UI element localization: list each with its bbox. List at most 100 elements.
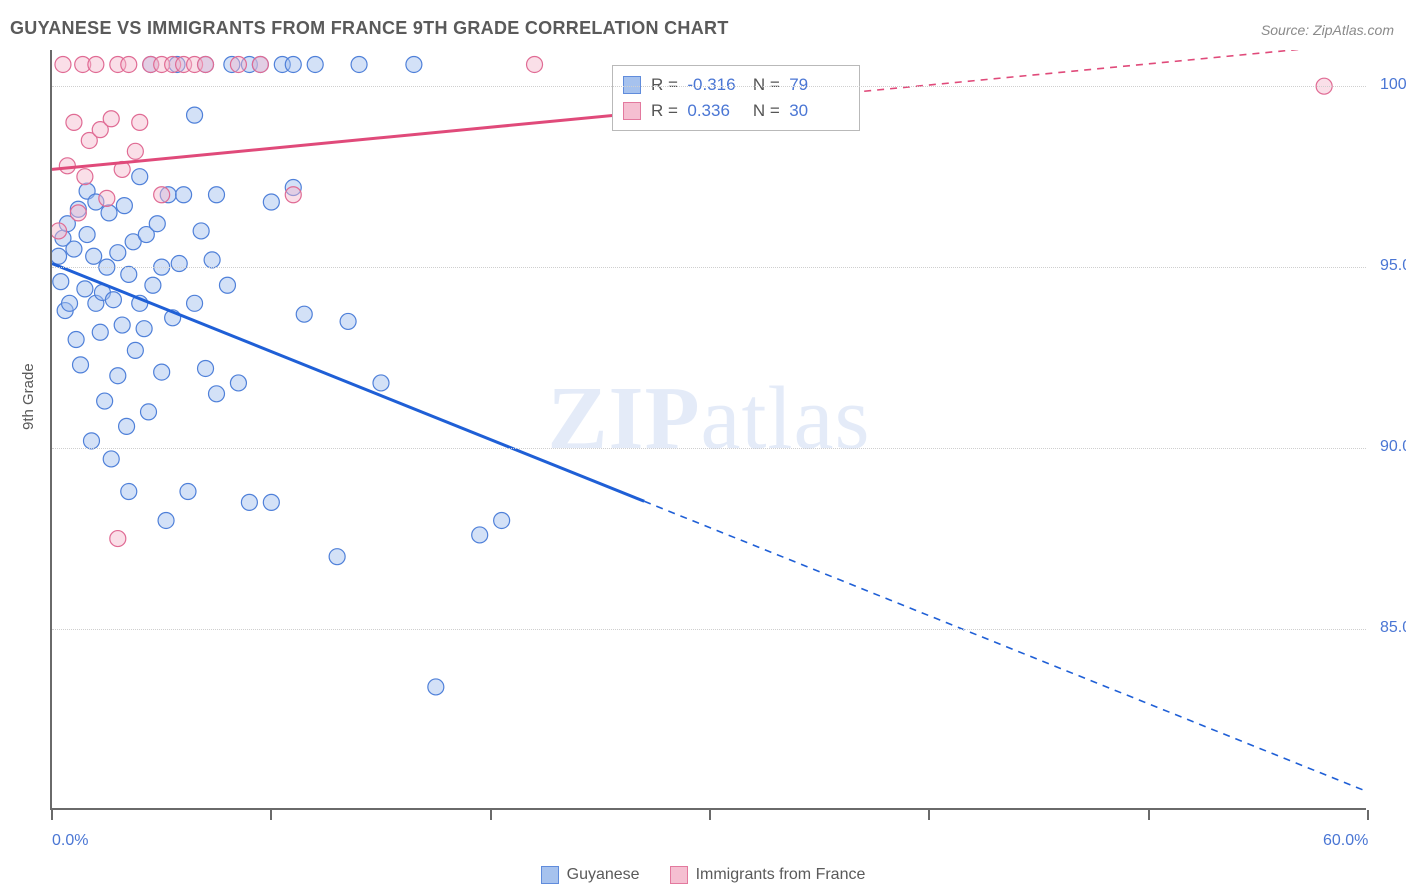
data-point	[373, 375, 389, 391]
data-point	[110, 368, 126, 384]
data-point	[141, 404, 157, 420]
data-point	[187, 107, 203, 123]
data-point	[79, 227, 95, 243]
trend-line-solid	[52, 264, 644, 502]
data-point	[101, 205, 117, 221]
x-tick-mark	[1367, 810, 1369, 820]
legend-swatch	[541, 866, 559, 884]
gridline-h	[52, 629, 1366, 630]
data-point	[83, 433, 99, 449]
series-swatch	[623, 102, 641, 120]
data-point	[59, 158, 75, 174]
data-point	[66, 114, 82, 130]
data-point	[110, 245, 126, 261]
data-point	[154, 187, 170, 203]
data-point	[103, 451, 119, 467]
data-point	[180, 484, 196, 500]
data-point	[230, 375, 246, 391]
data-point	[472, 527, 488, 543]
data-point	[494, 512, 510, 528]
y-tick-label: 95.0%	[1380, 257, 1406, 275]
y-axis-label: 9th Grade	[20, 363, 37, 430]
data-point	[97, 393, 113, 409]
gridline-h	[52, 448, 1366, 449]
data-point	[119, 418, 135, 434]
data-point	[158, 512, 174, 528]
legend-label: Guyanese	[567, 866, 640, 884]
plot-area: ZIPatlas R = -0.316 N = 79R = 0.336 N = …	[50, 50, 1366, 810]
data-point	[103, 111, 119, 127]
x-tick-mark	[1148, 810, 1150, 820]
data-point	[121, 266, 137, 282]
y-tick-label: 85.0%	[1380, 619, 1406, 637]
data-point	[406, 56, 422, 72]
data-point	[116, 198, 132, 214]
source-attribution: Source: ZipAtlas.com	[1261, 22, 1394, 38]
data-point	[86, 248, 102, 264]
data-point	[110, 531, 126, 547]
data-point	[99, 190, 115, 206]
data-point	[121, 56, 137, 72]
stats-row: R = 0.336 N = 30	[623, 98, 845, 124]
data-point	[171, 256, 187, 272]
y-tick-label: 90.0%	[1380, 438, 1406, 456]
data-point	[73, 357, 89, 373]
x-tick-label: 0.0%	[52, 832, 88, 850]
data-point	[68, 332, 84, 348]
data-point	[204, 252, 220, 268]
data-point	[53, 274, 69, 290]
data-point	[198, 360, 214, 376]
data-point	[296, 306, 312, 322]
data-point	[136, 321, 152, 337]
data-point	[121, 484, 137, 500]
data-point	[307, 56, 323, 72]
data-point	[70, 205, 86, 221]
legend: Guyanese Immigrants from France	[0, 866, 1406, 884]
data-point	[209, 386, 225, 402]
data-point	[127, 342, 143, 358]
data-point	[127, 143, 143, 159]
gridline-h	[52, 267, 1366, 268]
data-point	[209, 187, 225, 203]
x-tick-mark	[51, 810, 53, 820]
chart-svg	[52, 50, 1366, 808]
chart-title: GUYANESE VS IMMIGRANTS FROM FRANCE 9TH G…	[10, 18, 729, 39]
x-tick-mark	[928, 810, 930, 820]
data-point	[252, 56, 268, 72]
x-tick-mark	[270, 810, 272, 820]
data-point	[149, 216, 165, 232]
data-point	[55, 56, 71, 72]
y-tick-label: 100.0%	[1380, 76, 1406, 94]
data-point	[193, 223, 209, 239]
data-point	[52, 248, 67, 264]
stats-row: R = -0.316 N = 79	[623, 72, 845, 98]
data-point	[527, 56, 543, 72]
data-point	[340, 313, 356, 329]
data-point	[263, 494, 279, 510]
data-point	[176, 187, 192, 203]
data-point	[329, 549, 345, 565]
data-point	[263, 194, 279, 210]
data-point	[114, 317, 130, 333]
data-point	[66, 241, 82, 257]
data-point	[428, 679, 444, 695]
legend-item: Immigrants from France	[670, 866, 866, 884]
x-tick-label: 60.0%	[1323, 832, 1368, 850]
data-point	[198, 56, 214, 72]
data-point	[77, 169, 93, 185]
data-point	[187, 295, 203, 311]
data-point	[105, 292, 121, 308]
data-point	[92, 324, 108, 340]
data-point	[145, 277, 161, 293]
data-point	[219, 277, 235, 293]
x-tick-mark	[490, 810, 492, 820]
trend-line-dashed	[644, 501, 1366, 792]
stats-text: R = 0.336 N = 30	[651, 101, 845, 121]
data-point	[154, 364, 170, 380]
data-point	[132, 114, 148, 130]
gridline-h	[52, 86, 1366, 87]
x-tick-mark	[709, 810, 711, 820]
stats-text: R = -0.316 N = 79	[651, 75, 845, 95]
data-point	[52, 223, 67, 239]
data-point	[230, 56, 246, 72]
